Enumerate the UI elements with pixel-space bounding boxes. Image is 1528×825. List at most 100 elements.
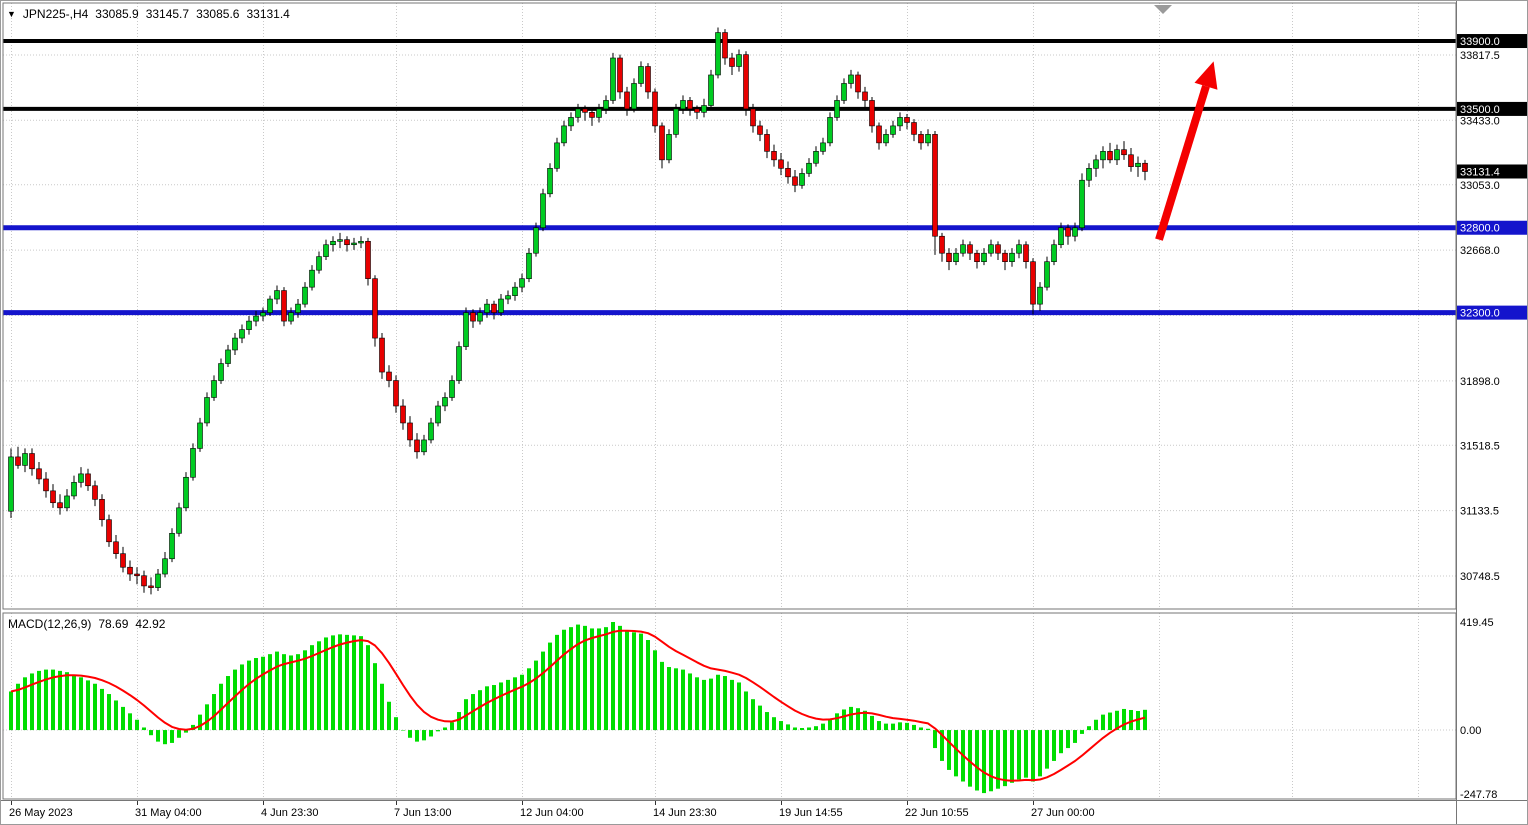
candle-body <box>477 312 483 322</box>
candle-body <box>666 134 672 161</box>
macd-histogram-bar <box>982 730 986 794</box>
macd-histogram-bar <box>240 664 244 731</box>
candle-body <box>99 499 105 521</box>
candle-body <box>827 117 833 144</box>
candle-body <box>841 83 847 101</box>
candle-body <box>652 91 658 127</box>
chart-shift-marker[interactable] <box>1154 5 1172 14</box>
macd-histogram-bar <box>1059 730 1063 754</box>
symbol-dropdown-icon[interactable]: ▼ <box>7 8 16 19</box>
macd-histogram-bar <box>366 645 370 731</box>
macd-histogram-bar <box>597 628 601 731</box>
macd-histogram-bar <box>989 730 993 792</box>
candle-body <box>736 54 742 67</box>
macd-histogram-bar <box>639 633 643 731</box>
candle-body <box>36 468 42 480</box>
macd-histogram-bar <box>1038 730 1042 777</box>
macd-histogram-bar <box>436 730 440 732</box>
ohlc-close: 33131.4 <box>246 7 290 21</box>
candle-body <box>351 242 357 246</box>
macd-histogram-bar <box>744 691 748 731</box>
macd-histogram-bar <box>303 650 307 731</box>
candle-body <box>505 295 511 300</box>
candle-body <box>64 495 70 509</box>
macd-histogram-bar <box>422 730 426 741</box>
candle-body <box>1030 261 1036 305</box>
candle-body <box>358 241 364 244</box>
macd-histogram-bar <box>905 722 909 731</box>
macd-histogram-bar <box>569 627 573 731</box>
candle-body <box>596 108 602 118</box>
macd-histogram-bar <box>1080 730 1084 734</box>
candle-body <box>57 502 63 509</box>
candle-body <box>1135 162 1141 167</box>
trend-arrow-shaft[interactable] <box>1155 85 1210 241</box>
candle-body <box>1058 227 1064 246</box>
candle-body <box>491 303 497 313</box>
macd-histogram-bar <box>443 727 447 731</box>
candle-body <box>743 54 749 110</box>
candle-body <box>190 448 196 478</box>
candle-body <box>246 320 252 330</box>
price-axis-label: 32668.0 <box>1460 245 1500 257</box>
macd-histogram-bar <box>156 730 160 742</box>
candle-body <box>785 168 791 178</box>
macd-histogram-bar <box>940 730 944 761</box>
macd-histogram-bar <box>1010 730 1014 783</box>
macd-histogram-bar <box>310 645 314 731</box>
macd-histogram-bar <box>576 624 580 731</box>
candle-body <box>393 380 399 407</box>
candle-body <box>512 286 518 296</box>
price-axis-label: 31133.5 <box>1460 506 1499 518</box>
macd-histogram-bar <box>394 717 398 731</box>
candle-body <box>407 422 413 441</box>
trend-arrow-head[interactable] <box>1194 61 1218 90</box>
macd-histogram-bar <box>296 654 300 731</box>
macd-histogram-bar <box>758 705 762 731</box>
candle-body <box>148 585 154 588</box>
macd-histogram-bar <box>1031 730 1035 782</box>
candle-body <box>1086 168 1092 181</box>
macd-histogram-bar <box>667 667 671 731</box>
macd-histogram-bar <box>632 632 636 731</box>
macd-histogram-bar <box>219 683 223 731</box>
candle-body <box>309 269 315 288</box>
candle-body <box>533 227 539 254</box>
macd-histogram-bar <box>702 679 706 731</box>
candle-body <box>750 108 756 127</box>
macd-histogram-bar <box>590 628 594 731</box>
price-axis-label: 30748.5 <box>1460 571 1500 583</box>
candle-body <box>953 252 959 262</box>
candle-body <box>1016 244 1022 254</box>
symbol-ohlc-readout: ▼ JPN225-,H4 33085.9 33145.7 33085.6 331… <box>7 7 290 21</box>
macd-histogram-bar <box>1052 730 1056 761</box>
symbol-timeframe-label: JPN225-,H4 <box>22 7 89 21</box>
current-price-label-box <box>1457 164 1527 179</box>
macd-histogram-bar <box>751 699 755 731</box>
macd-histogram-bar <box>79 677 83 731</box>
macd-histogram-bar <box>408 730 412 738</box>
macd-histogram-bar <box>506 679 510 731</box>
time-axis-label: 26 May 2023 <box>9 807 73 819</box>
price-axis-label: 31898.0 <box>1460 376 1500 388</box>
macd-histogram-bar <box>23 677 27 731</box>
price-level-label-box <box>1457 220 1527 235</box>
candle-body <box>960 244 966 254</box>
candle-body <box>1093 159 1099 169</box>
macd-histogram-bar <box>275 651 279 731</box>
price-level-label: 33900.0 <box>1460 36 1500 48</box>
candle-body <box>239 329 245 339</box>
candle-body <box>561 125 567 144</box>
macd-histogram-bar <box>800 727 804 731</box>
macd-histogram-bar <box>716 674 720 731</box>
macd-histogram-bar <box>254 658 258 731</box>
macd-histogram-bar <box>1094 719 1098 731</box>
candle-body <box>848 74 854 84</box>
macd-histogram-bar <box>380 683 384 731</box>
candle-body <box>169 532 175 560</box>
candle-body <box>197 422 203 449</box>
candle-body <box>554 142 560 169</box>
macd-histogram-bar <box>1108 712 1112 731</box>
